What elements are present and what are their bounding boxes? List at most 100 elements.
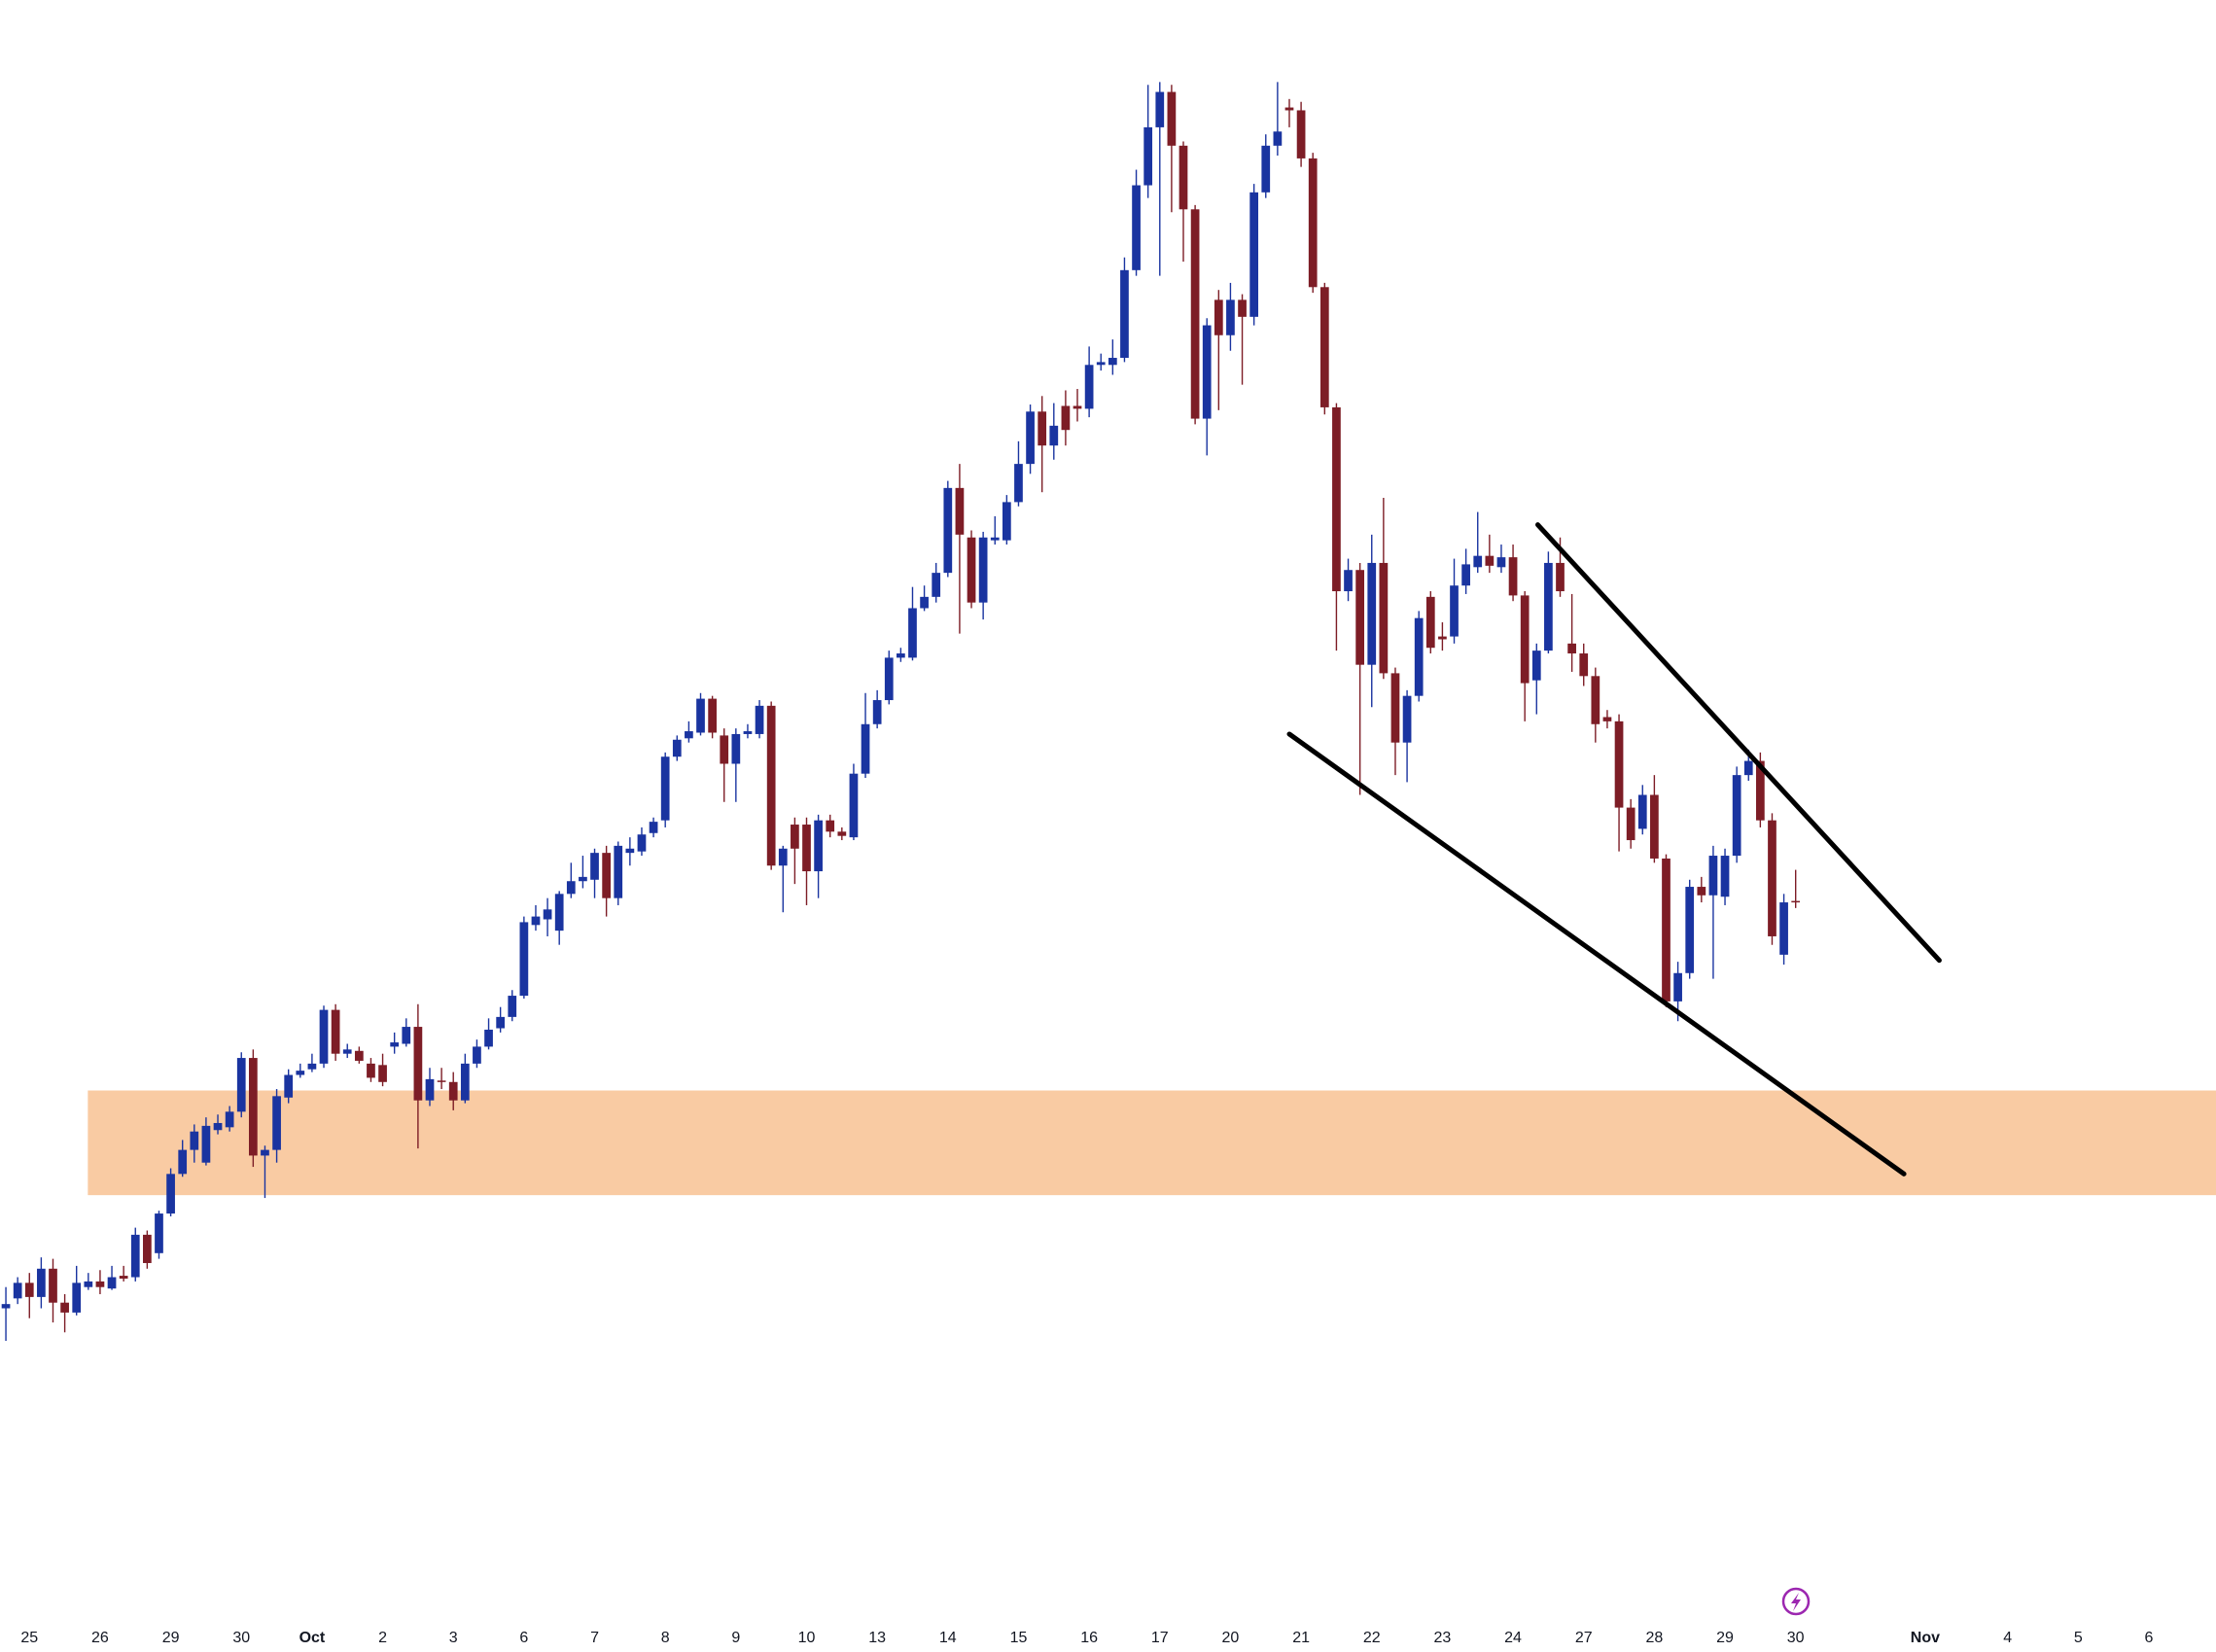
x-tick-label: 20 xyxy=(1222,1630,1240,1646)
candle-body xyxy=(1591,676,1600,724)
candle-body xyxy=(130,1234,140,1278)
candle-body xyxy=(955,487,965,535)
candle-body xyxy=(708,698,717,733)
candle-body xyxy=(49,1268,57,1303)
x-tick-label: 24 xyxy=(1504,1630,1522,1646)
candle-body xyxy=(166,1174,175,1214)
candle-body xyxy=(1673,972,1682,1002)
candle-body xyxy=(1450,585,1459,637)
candle-body xyxy=(1461,564,1470,586)
candle-body xyxy=(1284,107,1294,111)
candle-body xyxy=(143,1234,152,1263)
candle-body xyxy=(1732,775,1741,857)
candle-body xyxy=(390,1042,400,1047)
candle-body xyxy=(731,733,741,764)
candle-body xyxy=(1791,900,1801,903)
x-tick-label: 14 xyxy=(939,1630,957,1646)
candle-body xyxy=(766,705,776,866)
candle-body xyxy=(1332,406,1341,592)
candle-body xyxy=(378,1065,387,1082)
candle-body xyxy=(72,1283,82,1313)
candle-body xyxy=(1379,562,1389,674)
candle-body xyxy=(1084,365,1094,409)
candle-body xyxy=(95,1281,105,1287)
candle-body xyxy=(1238,299,1247,317)
candle-body xyxy=(261,1149,269,1156)
candle-body xyxy=(1743,760,1753,776)
alert-icon[interactable] xyxy=(1781,1587,1811,1616)
x-tick-label: 23 xyxy=(1434,1630,1452,1646)
candle-body xyxy=(307,1063,317,1070)
candle-body xyxy=(554,894,564,931)
candle-body xyxy=(826,820,835,832)
candle-body xyxy=(884,657,894,701)
candle-body xyxy=(531,916,541,926)
x-tick-label: 7 xyxy=(590,1630,599,1646)
candle-body xyxy=(1556,562,1565,592)
candle-body xyxy=(1708,856,1718,896)
candle-body xyxy=(1049,425,1059,446)
candle-body xyxy=(331,1009,340,1054)
x-tick-label: 17 xyxy=(1151,1630,1169,1646)
candle-body xyxy=(1390,673,1400,743)
candle-body xyxy=(837,831,847,836)
candle-body xyxy=(225,1111,234,1128)
candle-body xyxy=(755,705,764,734)
candle-body xyxy=(319,1009,329,1064)
candle-body xyxy=(1614,721,1624,808)
candle-body xyxy=(943,487,953,574)
x-tick-label: 10 xyxy=(798,1630,816,1646)
candle-body xyxy=(861,723,870,774)
candle-body xyxy=(1697,887,1706,896)
candle-body xyxy=(637,834,647,852)
candle-body xyxy=(1544,562,1553,651)
candle-body xyxy=(155,1213,163,1253)
candle-body xyxy=(342,1049,352,1054)
candle-body xyxy=(978,537,988,603)
candle-body xyxy=(1,1304,11,1309)
x-tick-label: 13 xyxy=(868,1630,886,1646)
candle-body xyxy=(1143,126,1153,186)
candle-body xyxy=(1425,596,1435,649)
candle-body xyxy=(1226,299,1235,335)
candle-body xyxy=(1214,299,1223,335)
candle-body xyxy=(1002,502,1011,541)
candle-body xyxy=(1108,358,1117,366)
candle-body xyxy=(1779,902,1788,955)
candle-body xyxy=(1496,557,1506,568)
candle-body xyxy=(107,1277,117,1289)
candle-body xyxy=(1650,794,1659,859)
x-tick-label: 30 xyxy=(232,1630,250,1646)
candle-body xyxy=(413,1027,423,1101)
support-zone xyxy=(88,1090,2216,1196)
candle-body xyxy=(990,537,1000,541)
candle-body xyxy=(543,909,552,920)
candle-body xyxy=(802,825,811,872)
candle-body xyxy=(967,537,976,603)
candle-body xyxy=(1014,464,1023,503)
candle-body xyxy=(1296,110,1306,158)
candle-body xyxy=(1308,158,1318,288)
alert-icon-ring xyxy=(1781,1587,1811,1616)
candle-body xyxy=(201,1125,211,1163)
x-tick-label: 9 xyxy=(731,1630,740,1646)
candle-body xyxy=(602,853,611,898)
candle-body xyxy=(248,1058,258,1156)
candle-body xyxy=(1344,570,1353,592)
x-tick-label: 4 xyxy=(2003,1630,2012,1646)
x-tick-label: 29 xyxy=(1716,1630,1734,1646)
candle-body xyxy=(1602,717,1612,721)
candle-body xyxy=(1038,411,1047,446)
candle-body xyxy=(1662,858,1671,1002)
x-tick-label: 6 xyxy=(2145,1630,2154,1646)
candle-body xyxy=(814,820,823,872)
candle-body xyxy=(672,739,682,757)
candle-body xyxy=(1319,287,1329,407)
candle-body xyxy=(1626,807,1636,841)
x-tick-label: 3 xyxy=(449,1630,458,1646)
candle-body xyxy=(1155,91,1165,127)
candle-body xyxy=(1637,794,1647,829)
trend-line xyxy=(1534,522,1942,964)
candle-body xyxy=(1768,820,1776,936)
